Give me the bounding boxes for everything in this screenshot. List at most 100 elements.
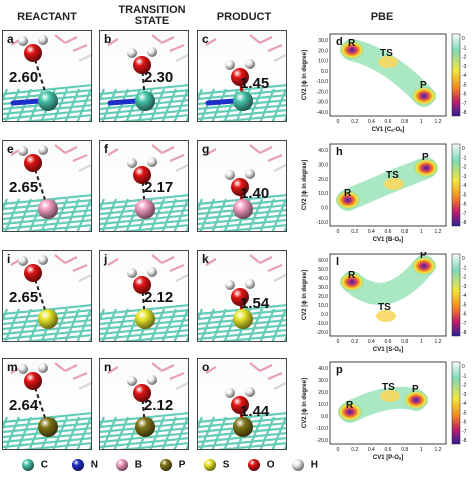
y-tick-label: 50.0: [318, 267, 328, 273]
x-tick-label: 0.4: [368, 339, 375, 345]
transition-region: [384, 178, 404, 190]
bond-distance: 2.64: [9, 397, 39, 414]
hydrogen-atom: [38, 255, 48, 265]
bond-distance: 2.12: [144, 397, 174, 414]
state-label-ts: TS: [382, 382, 395, 393]
legend-atom-icon: [116, 459, 128, 471]
y-tick-label: -20.0: [317, 438, 329, 444]
x-tick-label: 0.6: [385, 119, 392, 125]
x-axis-label: CV1 [P-Oₐ]: [373, 455, 403, 461]
plot-panel-label: p: [336, 364, 343, 376]
dopant-atom: [38, 199, 58, 219]
legend-symbol: O: [264, 459, 275, 471]
colorbar: [451, 33, 461, 117]
x-tick-label: 0.2: [351, 447, 358, 453]
y-tick-label: 10.0: [318, 191, 328, 197]
colorbar-tick: -8: [462, 220, 467, 226]
x-tick-label: 0.6: [385, 229, 392, 235]
hydrogen-atom: [127, 158, 137, 168]
energy-minimum: [414, 159, 438, 177]
x-tick-label: 1: [420, 119, 423, 125]
y-tick-label: 10.0: [318, 402, 328, 408]
panel-label: m: [7, 360, 18, 374]
plot-panel-label: l: [336, 256, 339, 268]
dopant-atom: [135, 417, 155, 437]
header-transition-state: TRANSITION STATE: [118, 4, 186, 27]
y-tick-label: 20.0: [318, 177, 328, 183]
colorbar-tick: -8: [462, 110, 467, 116]
dopant-atom: [38, 309, 58, 329]
energy-minimum: [404, 391, 428, 409]
colorbar-tick: -6: [462, 420, 467, 426]
water-sticks: [107, 144, 188, 172]
legend-atom-icon: [292, 459, 304, 471]
x-tick-label: 1.2: [435, 229, 442, 235]
y-tick-label: 0.0: [321, 312, 328, 318]
y-tick-label: -10.0: [317, 220, 329, 226]
x-tick-label: 0.4: [368, 119, 375, 125]
nitrogen-bond: [205, 98, 237, 106]
colorbar-tick: 0: [462, 256, 465, 262]
hydrogen-atom: [18, 364, 28, 374]
energy-minimum: [338, 403, 362, 421]
oxygen-atom: [231, 396, 249, 414]
header-product: PRODUCT: [216, 11, 272, 23]
colorbar-tick: -7: [462, 321, 467, 327]
bond-distance: 2.60: [9, 69, 39, 86]
panel-label: e: [7, 142, 14, 156]
structure-panel-n: n 2.12: [99, 358, 189, 450]
hydrogen-atom: [225, 60, 235, 70]
nitrogen-bond: [107, 98, 139, 106]
oxygen-atom: [24, 44, 42, 62]
colorbar: [451, 253, 461, 337]
energy-minimum: [336, 191, 360, 209]
colorbar-tick: -1: [462, 45, 467, 51]
state-label-r: R: [344, 188, 352, 199]
header-reactant: REACTANT: [17, 11, 77, 23]
water-sticks: [205, 254, 286, 282]
colorbar-tick: 0: [462, 364, 465, 370]
x-tick-label: 1: [420, 339, 423, 345]
water-sticks: [10, 362, 91, 390]
colorbar-tick: -5: [462, 192, 467, 198]
header-pbe: PBE: [370, 11, 394, 23]
hydrogen-atom: [127, 268, 137, 278]
structure-panel-b: b 2.30: [99, 30, 189, 122]
x-tick-label: 0.8: [401, 339, 408, 345]
dopant-atom: [233, 309, 253, 329]
y-tick-label: 60.0: [318, 258, 328, 264]
state-label-r: R: [348, 38, 356, 49]
x-tick-label: 0.6: [385, 447, 392, 453]
lattice-sheet: [100, 412, 188, 449]
structure-panel-g: g 1.40: [197, 140, 287, 232]
panel-label: g: [202, 142, 210, 156]
water-sticks: [107, 34, 188, 62]
bond-distance: 2.65: [9, 289, 39, 306]
oxygen-atom: [133, 166, 151, 184]
bond-distance: 2.12: [144, 289, 174, 306]
colorbar-tick: -7: [462, 429, 467, 435]
y-tick-label: -20.0: [317, 330, 329, 336]
legend-atom-icon: [22, 459, 34, 471]
state-label-p: P: [420, 252, 427, 261]
hydrogen-atom: [127, 376, 137, 386]
oxygen-atom: [231, 68, 249, 86]
structure-panel-i: i 2.65: [2, 250, 92, 342]
legend-item-p: P: [156, 458, 185, 472]
x-tick-label: 0.4: [368, 447, 375, 453]
bond-distance: 2.17: [144, 179, 174, 196]
legend-symbol: N: [88, 459, 98, 471]
structure-panel-a: a 2.60: [2, 30, 92, 122]
colorbar-tick: -2: [462, 383, 467, 389]
colorbar-tick: -3: [462, 284, 467, 290]
energy-minimum: [340, 273, 364, 291]
bond-distance: 1.40: [240, 185, 270, 202]
legend-item-h: H: [288, 458, 318, 472]
hydrogen-atom: [18, 36, 28, 46]
colorbar-tick: -5: [462, 302, 467, 308]
colorbar-tick: -2: [462, 165, 467, 171]
x-tick-label: 0.6: [385, 339, 392, 345]
y-axis-label: CV2 [ϕ in degree]: [302, 270, 308, 320]
colorbar-tick: -5: [462, 82, 467, 88]
